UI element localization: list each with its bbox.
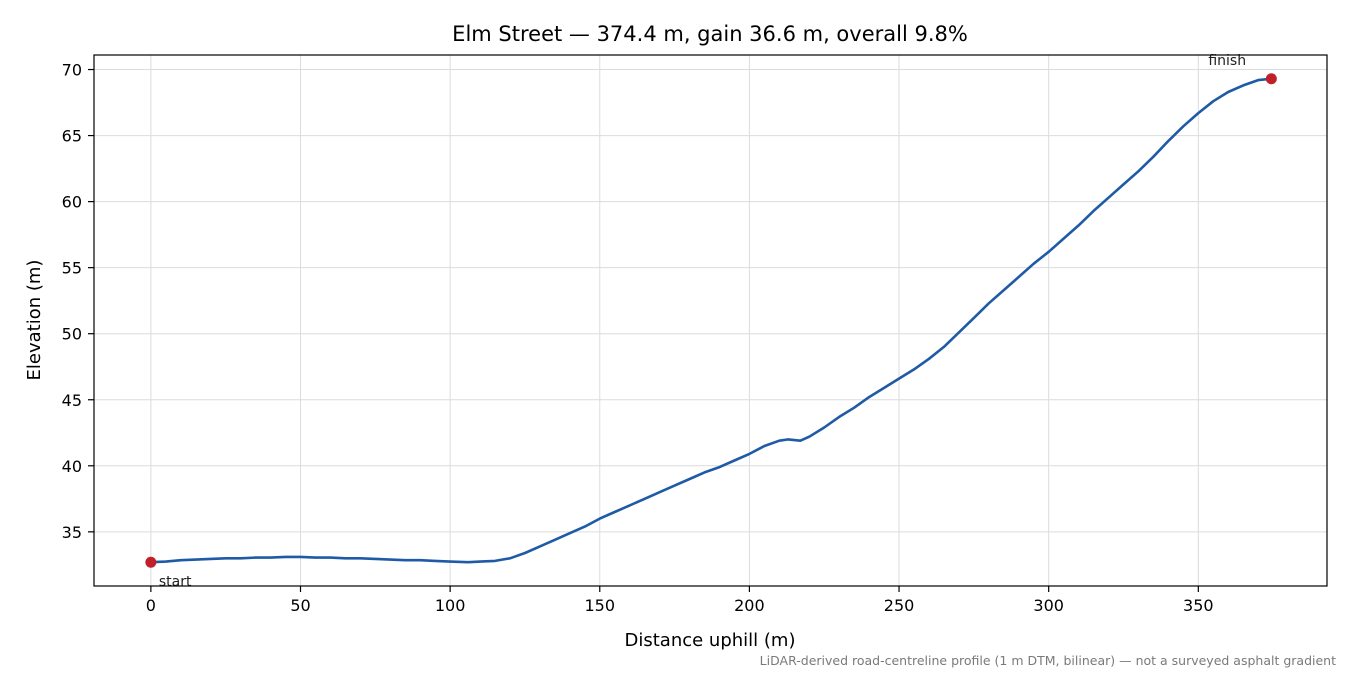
y-tick-label: 40 xyxy=(62,457,82,476)
chart-title: Elm Street — 374.4 m, gain 36.6 m, overa… xyxy=(452,22,968,46)
grid xyxy=(94,55,1327,586)
y-tick-label: 60 xyxy=(62,193,82,212)
y-tick-label: 45 xyxy=(62,391,82,410)
x-tick-label: 350 xyxy=(1183,596,1214,615)
x-tick-label: 100 xyxy=(435,596,466,615)
y-tick-label: 50 xyxy=(62,325,82,344)
plot-frame xyxy=(93,54,1328,587)
x-tick-label: 150 xyxy=(584,596,615,615)
y-tick-label: 70 xyxy=(62,61,82,80)
x-tick-label: 0 xyxy=(146,596,156,615)
finish-marker xyxy=(1265,73,1277,85)
start-marker xyxy=(145,556,157,568)
y-tick-label: 35 xyxy=(62,523,82,542)
x-tick-label: 300 xyxy=(1033,596,1064,615)
y-tick-label: 55 xyxy=(62,259,82,278)
ticks: 0 50 100 150 200 250 300 350 35 40 45 50 55 60 65 70 xyxy=(62,61,1214,615)
footnote: LiDAR-derived road-centreline profile (1… xyxy=(760,653,1336,668)
y-tick-label: 65 xyxy=(62,127,82,146)
finish-label: finish xyxy=(1208,53,1246,69)
y-axis-label: Elevation (m) xyxy=(24,260,45,381)
x-axis-label: Distance uphill (m) xyxy=(625,630,796,651)
x-tick-label: 50 xyxy=(290,596,310,615)
start-label: start xyxy=(159,574,192,590)
markers: start finish xyxy=(145,53,1277,590)
x-tick-label: 200 xyxy=(734,596,765,615)
x-tick-label: 250 xyxy=(884,596,915,615)
elevation-profile-line xyxy=(150,77,1272,564)
